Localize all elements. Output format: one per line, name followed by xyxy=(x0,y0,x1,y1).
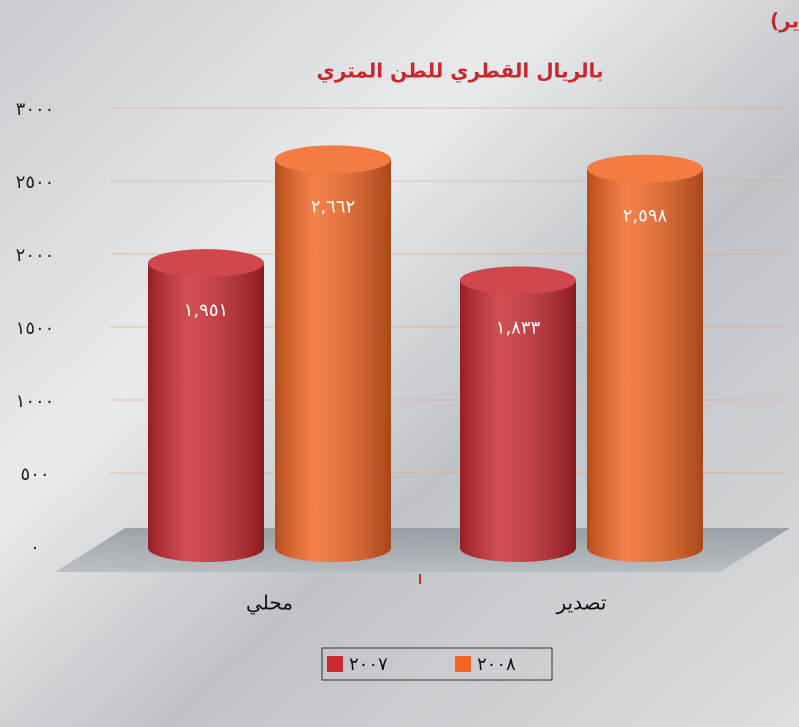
bar-shade xyxy=(460,280,576,562)
y-tick-label: ٥٠٠ xyxy=(20,464,49,485)
chart-subtitle: بالريال القطري للطن المتري xyxy=(316,59,603,84)
legend-label: ٢٠٠٨ xyxy=(477,654,516,675)
value-label: ١,٩٥١ xyxy=(184,300,228,321)
value-label: ١,٨٣٣ xyxy=(496,317,541,338)
y-tick-label: ٢٥٠٠ xyxy=(16,172,55,193)
y-tick-label: ١٠٠٠ xyxy=(16,391,55,412)
legend-label: ٢٠٠٧ xyxy=(349,654,388,675)
bar-top xyxy=(148,249,264,278)
y-tick-label: ٠ xyxy=(30,537,40,558)
x-tick-label: تصدير xyxy=(555,591,606,615)
value-label: ٢,٥٩٨ xyxy=(623,206,668,227)
y-tick-label: ١٥٠٠ xyxy=(16,318,55,339)
bar-shade xyxy=(148,263,264,562)
value-label: ٢,٦٦٢ xyxy=(311,196,355,217)
bar-shade xyxy=(587,168,703,562)
bar-shade xyxy=(275,159,391,562)
bar-top-shade xyxy=(587,154,703,183)
legend-box xyxy=(321,647,553,681)
bar-top xyxy=(460,266,576,295)
bar-top xyxy=(587,154,703,183)
bar-top-shade xyxy=(460,266,576,295)
bar-top-shade xyxy=(275,145,391,174)
legend-swatch xyxy=(455,656,471,672)
chart-title: معدل سعر حديد التسليح ٢٠٠٧-٢٠٠٨ (يناير -… xyxy=(770,9,799,33)
bar-top xyxy=(275,145,391,174)
y-tick-label: ٢٠٠٠ xyxy=(16,245,55,266)
x-tick-label: محلي xyxy=(246,591,293,616)
legend-swatch xyxy=(327,656,343,672)
y-tick-label: ٣٠٠٠ xyxy=(16,99,55,120)
bar-top-shade xyxy=(148,249,264,278)
